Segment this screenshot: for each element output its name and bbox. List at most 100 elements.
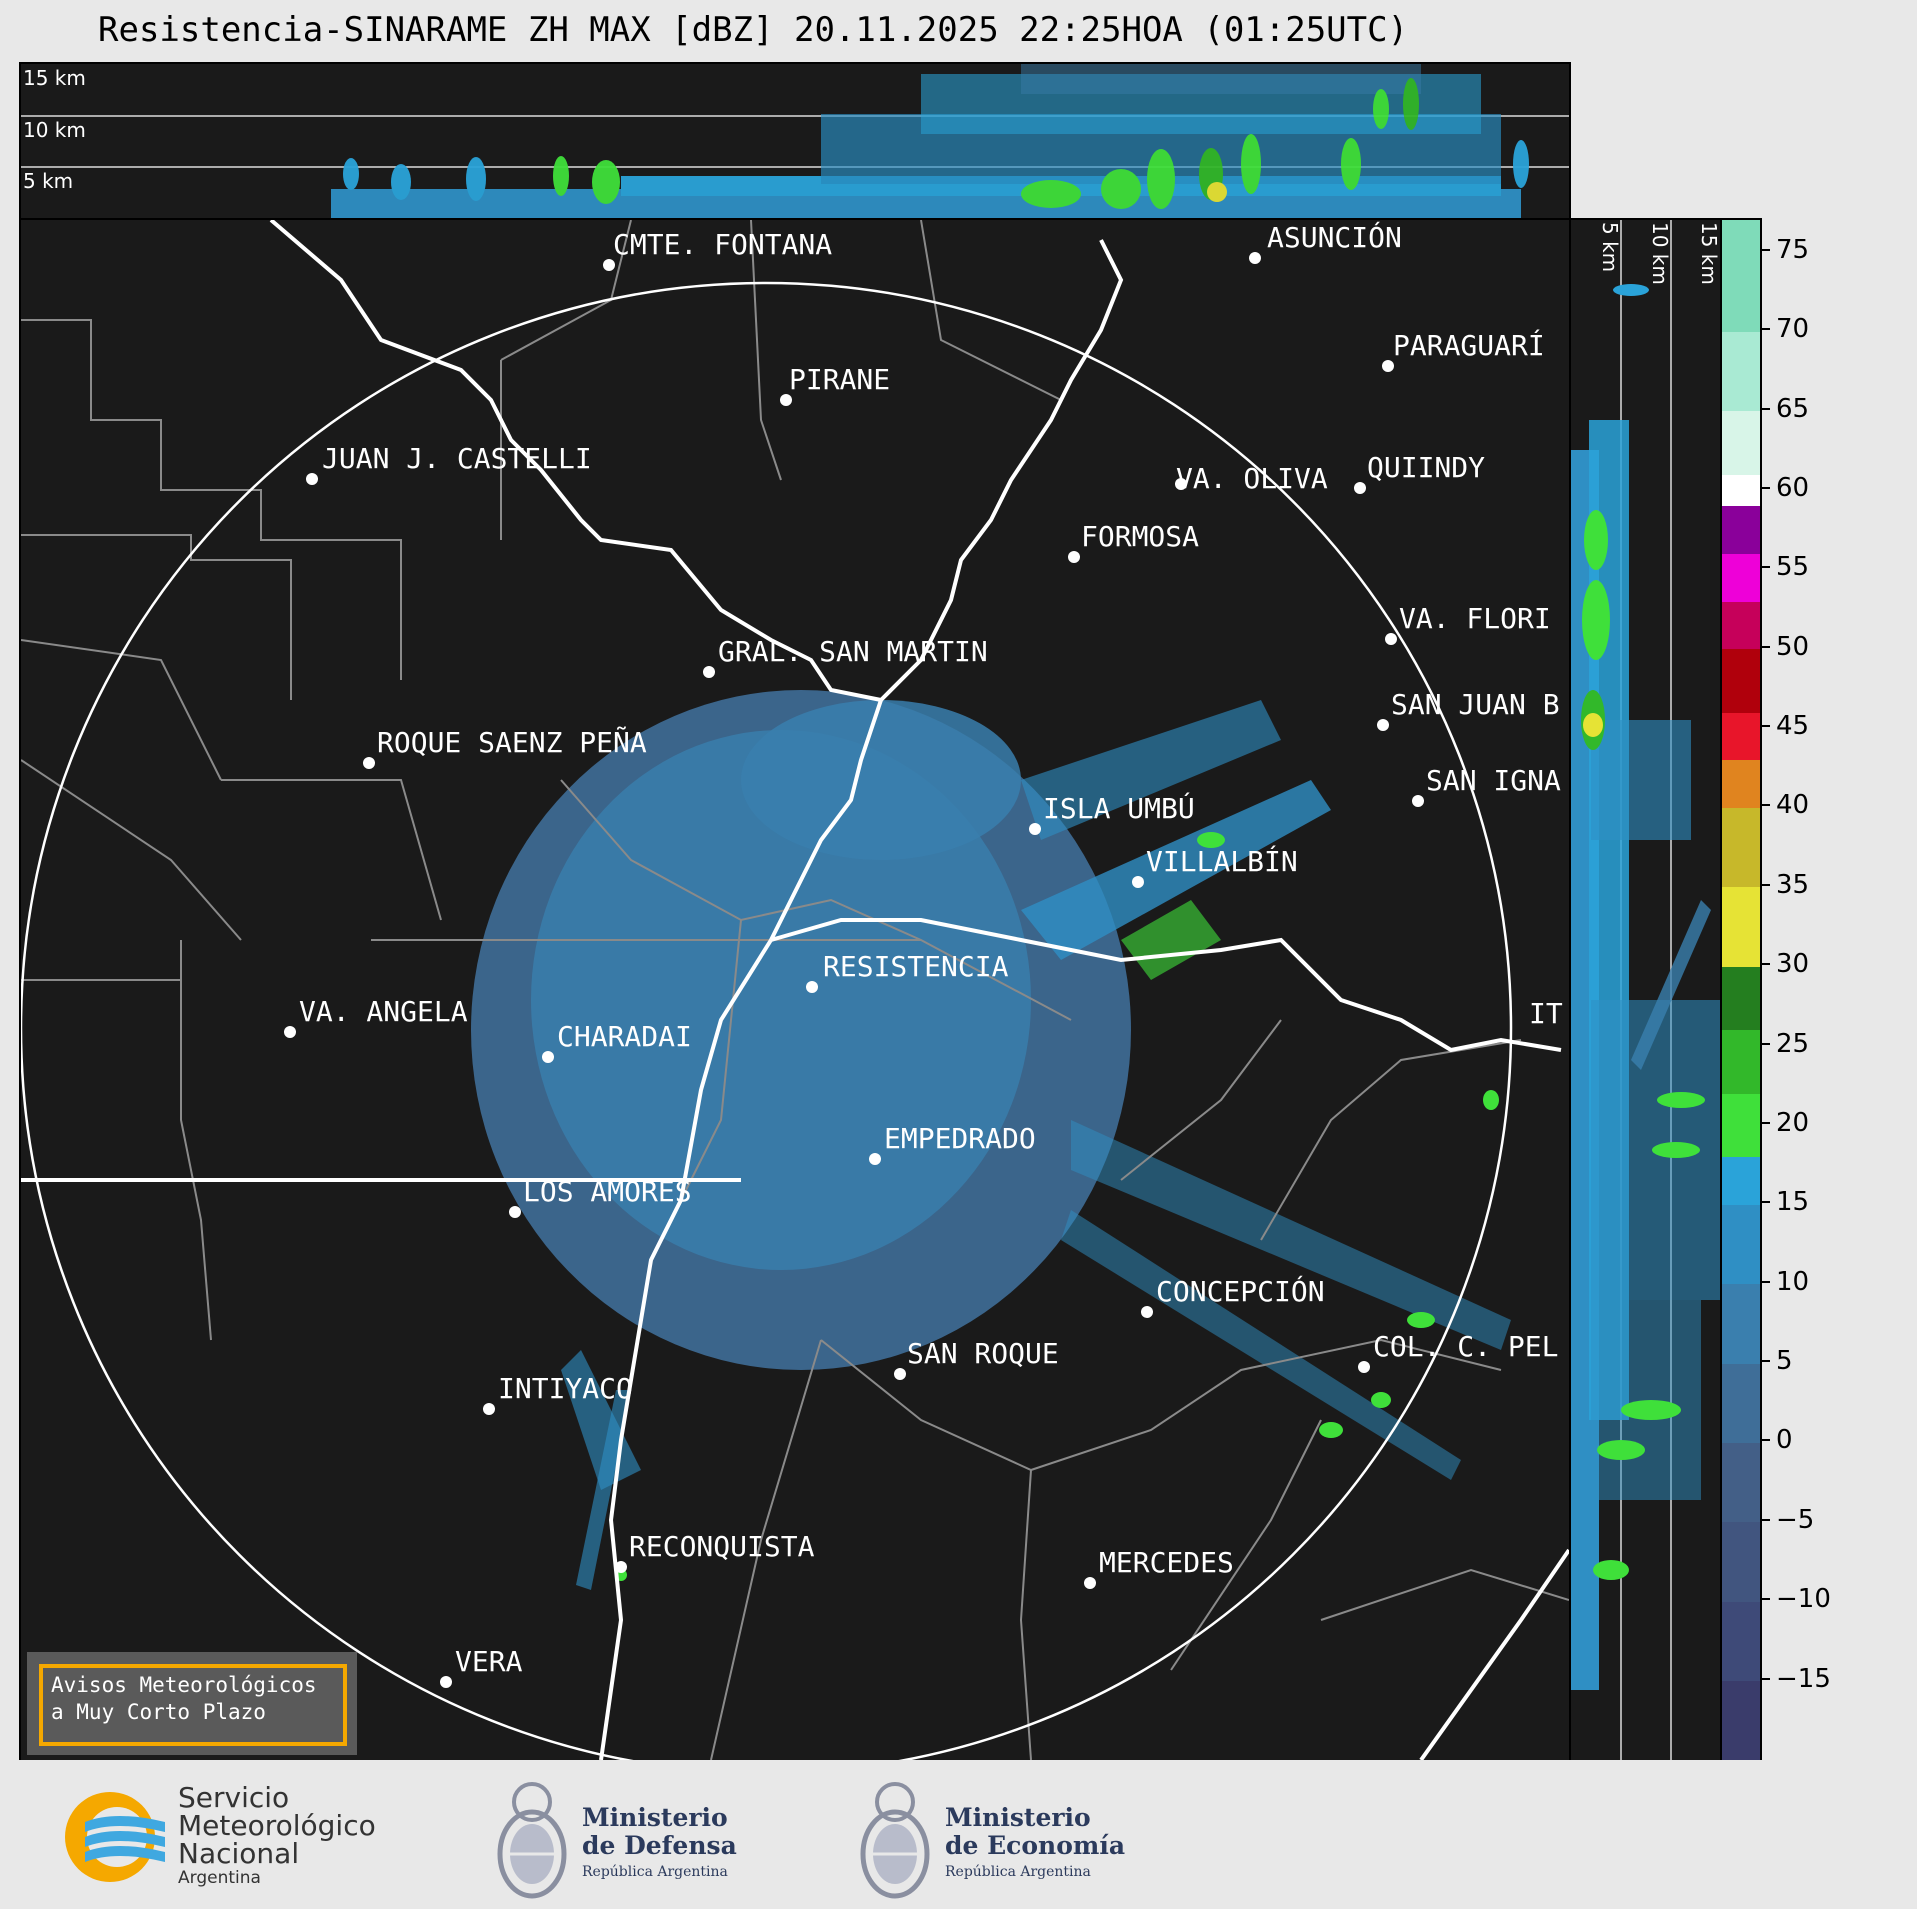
city-label: ROQUE SAENZ PEÑA bbox=[377, 726, 647, 759]
city-label: EMPEDRADO bbox=[884, 1122, 1036, 1155]
colorbar-tick bbox=[1760, 328, 1770, 331]
colorbar-tick-label: 0 bbox=[1776, 1425, 1793, 1456]
smn-line-3: Nacional bbox=[178, 1837, 300, 1870]
city-label: INTIYACO bbox=[498, 1372, 633, 1405]
city-label: IT bbox=[1529, 997, 1563, 1030]
colorbar-tick bbox=[1760, 645, 1770, 648]
colorbar-tick bbox=[1760, 1598, 1770, 1601]
side-cross-section-echoes bbox=[1571, 220, 1721, 1760]
colorbar-tick bbox=[1760, 1280, 1770, 1283]
city-dot bbox=[363, 757, 375, 769]
smn-line-1: Servicio bbox=[178, 1781, 290, 1814]
city-dot bbox=[703, 666, 715, 678]
city-label: CMTE. FONTANA bbox=[613, 228, 833, 261]
colorbar-tick-label: 70 bbox=[1776, 314, 1810, 345]
colorbar-tick bbox=[1760, 804, 1770, 807]
side-cross-section-panel: 5 km 10 km 15 km bbox=[1569, 218, 1723, 1762]
colorbar-band bbox=[1722, 474, 1760, 507]
city-dot bbox=[615, 1561, 627, 1573]
city-dot bbox=[1354, 482, 1366, 494]
smn-logo-icon bbox=[65, 1792, 165, 1882]
city-dot bbox=[1029, 823, 1041, 835]
city-dot bbox=[780, 394, 792, 406]
economia-line-1: Ministerio bbox=[945, 1803, 1091, 1832]
city-dot bbox=[603, 259, 615, 271]
city-dot bbox=[1377, 719, 1389, 731]
colorbar-band bbox=[1722, 1442, 1760, 1523]
colorbar-tick-label: 5 bbox=[1776, 1346, 1793, 1377]
colorbar-tick bbox=[1760, 248, 1770, 251]
city-label: RECONQUISTA bbox=[629, 1530, 815, 1563]
national-coat-of-arms-icon bbox=[497, 1782, 567, 1899]
top-altitude-label-5km: 5 km bbox=[23, 169, 74, 193]
city-dot bbox=[483, 1403, 495, 1415]
colorbar-band bbox=[1722, 553, 1760, 602]
colorbar-tick bbox=[1760, 1042, 1770, 1045]
top-altitude-label-15km: 15 km bbox=[23, 66, 86, 90]
city-label: VILLALBÍN bbox=[1146, 845, 1298, 878]
side-altitude-label-10km: 10 km bbox=[1648, 222, 1672, 285]
colorbar-tick-label: 75 bbox=[1776, 234, 1810, 265]
city-label: FORMOSA bbox=[1081, 520, 1200, 553]
city-label: LOS AMORES bbox=[523, 1175, 692, 1208]
city-dot bbox=[869, 1153, 881, 1165]
city-label: VA. ANGELA bbox=[299, 995, 468, 1028]
defensa-line-1: Ministerio bbox=[582, 1803, 728, 1832]
colorbar-tick-label: 25 bbox=[1776, 1028, 1810, 1059]
city-dot bbox=[1141, 1306, 1153, 1318]
city-label: JUAN J. CASTELLI bbox=[322, 442, 592, 475]
city-label: PARAGUARÍ bbox=[1393, 329, 1545, 362]
colorbar-tick-label: 45 bbox=[1776, 711, 1810, 742]
colorbar-tick-label: 60 bbox=[1776, 472, 1810, 503]
colorbar-tick bbox=[1760, 1121, 1770, 1124]
colorbar-tick bbox=[1760, 1677, 1770, 1680]
city-dot bbox=[1068, 551, 1080, 563]
colorbar-tick-label: 15 bbox=[1776, 1187, 1810, 1218]
colorbar-tick bbox=[1760, 725, 1770, 728]
city-dot bbox=[440, 1676, 452, 1688]
colorbar-tick-label: 35 bbox=[1776, 869, 1810, 900]
reflectivity-echo-area bbox=[471, 690, 1511, 1590]
colorbar-band bbox=[1722, 886, 1760, 967]
city-dot bbox=[806, 981, 818, 993]
city-dot bbox=[1175, 478, 1187, 490]
city-label: CONCEPCIÓN bbox=[1156, 1275, 1325, 1308]
colorbar-band bbox=[1722, 759, 1760, 808]
colorbar-tick-label: 65 bbox=[1776, 393, 1810, 424]
colorbar-band bbox=[1722, 807, 1760, 888]
top-altitude-label-10km: 10 km bbox=[23, 118, 86, 142]
colorbar-tick-label: 30 bbox=[1776, 949, 1810, 980]
alert-box[interactable]: Avisos Meteorológicos a Muy Corto Plazo bbox=[27, 1652, 357, 1755]
colorbar-tick bbox=[1760, 1360, 1770, 1363]
city-label: ISLA UMBÚ bbox=[1043, 792, 1195, 825]
side-altitude-label-15km: 15 km bbox=[1697, 222, 1721, 285]
city-label: RESISTENCIA bbox=[823, 950, 1009, 983]
footer: Servicio Meteorológico Nacional Argentin… bbox=[0, 1760, 1917, 1909]
city-dot bbox=[1385, 633, 1397, 645]
colorbar-band bbox=[1722, 966, 1760, 1031]
colorbar-tick bbox=[1760, 883, 1770, 886]
economia-line-3: República Argentina bbox=[945, 1864, 1091, 1880]
colorbar-tick bbox=[1760, 963, 1770, 966]
colorbar-band bbox=[1722, 410, 1760, 475]
city-label: CHARADAI bbox=[557, 1020, 692, 1053]
city-label: QUIINDY bbox=[1367, 451, 1486, 484]
city-dot bbox=[542, 1051, 554, 1063]
colorbar-tick bbox=[1760, 566, 1770, 569]
side-altitude-label-5km: 5 km bbox=[1598, 222, 1622, 273]
colorbar-band bbox=[1722, 331, 1760, 411]
city-dot bbox=[894, 1368, 906, 1380]
colorbar-band bbox=[1722, 712, 1760, 761]
colorbar-band bbox=[1722, 1601, 1760, 1682]
colorbar-band bbox=[1722, 601, 1760, 650]
colorbar-band bbox=[1722, 1029, 1760, 1094]
alert-box-frame: Avisos Meteorológicos a Muy Corto Plazo bbox=[39, 1664, 347, 1746]
city-dot bbox=[284, 1026, 296, 1038]
colorbar-tick bbox=[1760, 1518, 1770, 1521]
city-label: ASUNCIÓN bbox=[1267, 221, 1402, 254]
radar-map-graphics bbox=[21, 220, 1569, 1760]
colorbar-tick bbox=[1760, 407, 1770, 410]
city-label: SAN ROQUE bbox=[907, 1337, 1059, 1370]
top-cross-section-panel: 15 km 10 km 5 km bbox=[19, 62, 1571, 220]
city-dot bbox=[1249, 252, 1261, 264]
